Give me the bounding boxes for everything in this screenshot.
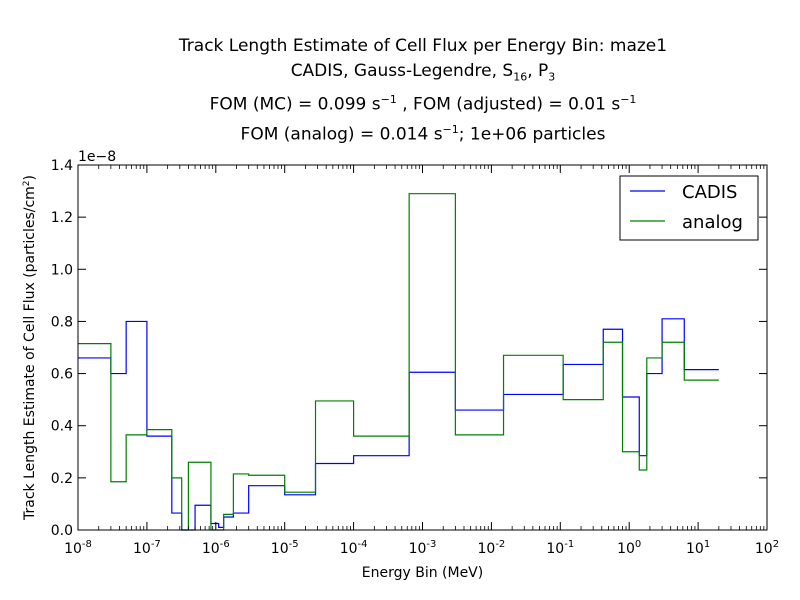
fom-adjusted-exponent: −1 [620,93,637,106]
fom-analog-text: FOM (analog) = 0.014 s [240,124,443,145]
y-tick-label: 1.2 [51,210,73,226]
y-tick-label: 0.4 [51,419,73,435]
y-tick-label: 1.4 [51,158,73,174]
title-line-4: FOM (analog) = 0.014 s−1; 1e+06 particle… [78,120,768,145]
title-line-2: CADIS, Gauss-Legendre, S16, P3 [78,61,768,87]
legend-label-analog: analog [682,212,743,233]
legend-box [619,175,759,241]
title-line-2-s-subscript: 16 [513,70,528,84]
y-tick-label: 0.6 [51,367,73,383]
y-offset-text: 1e−8 [78,149,116,165]
x-tick-label: 10-5 [271,539,299,557]
y-tick-label: 0.2 [51,471,73,487]
title-line-3: FOM (MC) = 0.099 s−1 , FOM (adjusted) = … [78,90,768,115]
fom-adjusted-text: , FOM (adjusted) = 0.01 s [396,94,621,115]
title-line-2-sep: , P [527,61,549,81]
x-tick-label: 10-2 [477,539,505,557]
series-line-analog [78,193,719,531]
title-line-1: Track Length Estimate of Cell Flux per E… [78,36,768,56]
x-tick-label: 10-3 [409,539,437,557]
x-tick-label: 100 [617,539,641,557]
x-axis-label: Energy Bin (MeV) [362,565,483,581]
fom-analog-exponent: −1 [442,123,459,136]
y-tick-label: 0.0 [51,523,73,539]
y-axis-label: Track Length Estimate of Cell Flux (part… [22,175,38,521]
title-line-2-p-subscript: 3 [548,70,556,84]
title-line-2-prefix: CADIS, Gauss-Legendre, S [290,61,514,81]
y-tick-label: 0.8 [51,314,73,330]
x-tick-label: 10-1 [546,539,574,557]
x-tick-label: 10-8 [64,539,92,557]
particles-text: ; 1e+06 particles [458,124,606,145]
legend-label-cadis: CADIS [682,182,737,203]
x-tick-label: 10-6 [202,539,230,557]
fom-mc-exponent: −1 [380,93,397,106]
series-line-cadis [78,318,719,531]
title-line-1-text: Track Length Estimate of Cell Flux per E… [178,36,668,56]
fom-mc-text: FOM (MC) = 0.099 s [209,94,381,115]
y-tick-label: 1.0 [51,262,73,278]
x-tick-label: 102 [755,539,779,557]
x-tick-label: 101 [686,539,710,557]
x-tick-label: 10-4 [340,539,368,557]
x-tick-label: 10-7 [133,539,161,557]
